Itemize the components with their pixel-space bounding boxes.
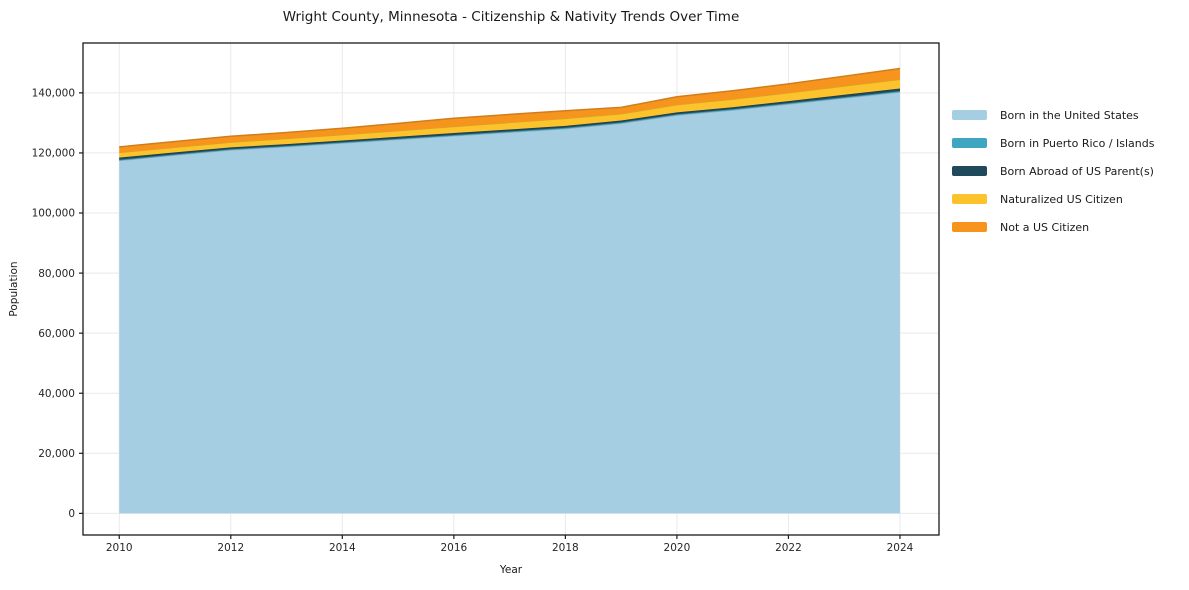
y-tick-label: 40,000 <box>38 388 75 400</box>
chart-title: Wright County, Minnesota - Citizenship &… <box>282 9 740 25</box>
x-tick-label: 2014 <box>329 542 356 554</box>
legend-swatch <box>952 137 987 149</box>
legend-swatch <box>952 221 987 233</box>
legend-label: Born Abroad of US Parent(s) <box>1000 164 1154 178</box>
x-tick-label: 2018 <box>552 542 579 554</box>
y-tick-label: 0 <box>68 508 75 520</box>
y-tick-label: 60,000 <box>38 328 75 340</box>
y-tick-label: 100,000 <box>32 208 75 220</box>
x-axis-title: Year <box>499 564 523 576</box>
legend-swatch <box>952 109 987 121</box>
legend-item-1: Born in Puerto Rico / Islands <box>952 129 1154 157</box>
legend-swatch <box>952 165 987 177</box>
legend-item-2: Born Abroad of US Parent(s) <box>952 157 1154 185</box>
legend-label: Naturalized US Citizen <box>1000 192 1123 206</box>
legend-item-3: Naturalized US Citizen <box>952 185 1154 213</box>
legend-swatch <box>952 193 987 205</box>
legend-item-0: Born in the United States <box>952 101 1154 129</box>
legend: Born in the United States Born in Puerto … <box>952 101 1154 241</box>
y-axis-title: Population <box>8 261 20 317</box>
legend-item-4: Not a US Citizen <box>952 213 1154 241</box>
x-tick-label: 2010 <box>106 542 133 554</box>
legend-label: Born in Puerto Rico / Islands <box>1000 136 1155 150</box>
area-edge-4 <box>119 67 901 148</box>
area-series-0 <box>119 91 900 514</box>
plot-frame <box>82 42 940 536</box>
legend-label: Not a US Citizen <box>1000 220 1090 234</box>
x-tick-label: 2024 <box>887 542 914 554</box>
area-series-3 <box>119 79 900 158</box>
x-tick-label: 2012 <box>217 542 244 554</box>
y-tick-label: 20,000 <box>38 448 75 460</box>
y-tick-label: 120,000 <box>32 148 75 160</box>
legend-label: Born in the United States <box>1000 108 1139 122</box>
x-tick-label: 2020 <box>664 542 691 554</box>
y-tick-label: 80,000 <box>38 268 75 280</box>
y-tick-label: 140,000 <box>32 88 75 100</box>
area-series-4 <box>119 68 900 153</box>
x-tick-label: 2016 <box>440 542 467 554</box>
x-tick-label: 2022 <box>775 542 802 554</box>
